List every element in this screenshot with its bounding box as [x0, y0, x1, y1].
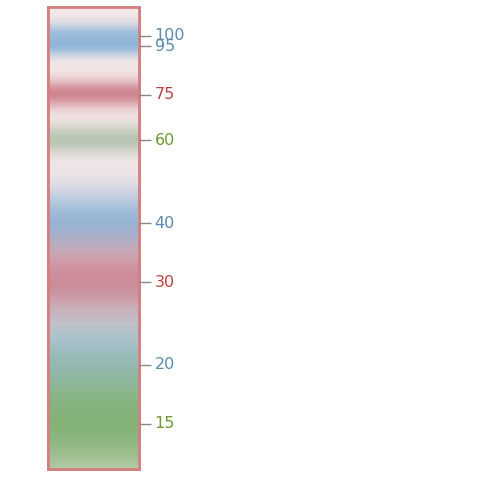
Text: 20: 20 — [155, 357, 175, 373]
Text: 95: 95 — [155, 39, 175, 54]
Text: 100: 100 — [155, 28, 185, 43]
Text: 15: 15 — [155, 416, 175, 431]
Bar — [48, 7, 139, 469]
Bar — [48, 7, 139, 469]
Text: 30: 30 — [155, 274, 175, 289]
Text: 60: 60 — [155, 133, 175, 148]
Text: 40: 40 — [155, 216, 175, 231]
Text: 75: 75 — [155, 87, 175, 102]
